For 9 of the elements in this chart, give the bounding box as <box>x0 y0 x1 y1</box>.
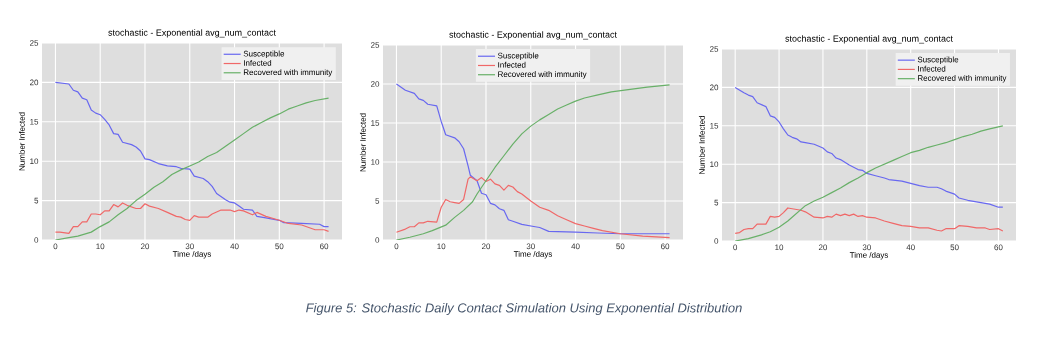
chart-title: stochastic - Exponential avg_num_contact <box>108 29 276 38</box>
line-series <box>54 97 330 240</box>
line-series <box>395 176 671 239</box>
line-series <box>54 202 330 234</box>
line-series <box>734 207 1004 234</box>
chart-title: stochastic - Exponential avg_num_contact <box>785 35 953 44</box>
chart-title: stochastic - Exponential avg_num_contact <box>449 31 617 40</box>
line-series <box>54 81 330 228</box>
caption: Figure 5: Stochastic Daily Contact Simulation Using Exponential Distribution <box>306 302 742 316</box>
